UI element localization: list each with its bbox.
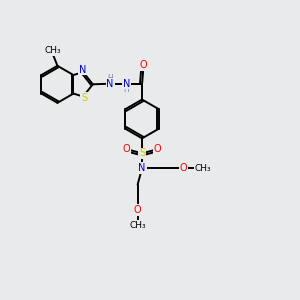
Text: H: H: [107, 74, 113, 83]
Text: S: S: [139, 148, 145, 158]
Text: S: S: [81, 93, 87, 103]
Text: N: N: [79, 65, 86, 75]
Text: O: O: [134, 205, 141, 215]
Text: O: O: [179, 163, 187, 173]
Text: H: H: [124, 85, 129, 94]
Text: CH₃: CH₃: [129, 221, 146, 230]
Text: O: O: [140, 60, 147, 70]
Text: N: N: [106, 79, 114, 89]
Text: CH₃: CH₃: [45, 46, 61, 56]
Text: N: N: [123, 79, 130, 89]
Text: N: N: [138, 163, 146, 173]
Text: CH₃: CH₃: [195, 164, 211, 173]
Text: O: O: [154, 144, 161, 154]
Text: O: O: [123, 144, 130, 154]
